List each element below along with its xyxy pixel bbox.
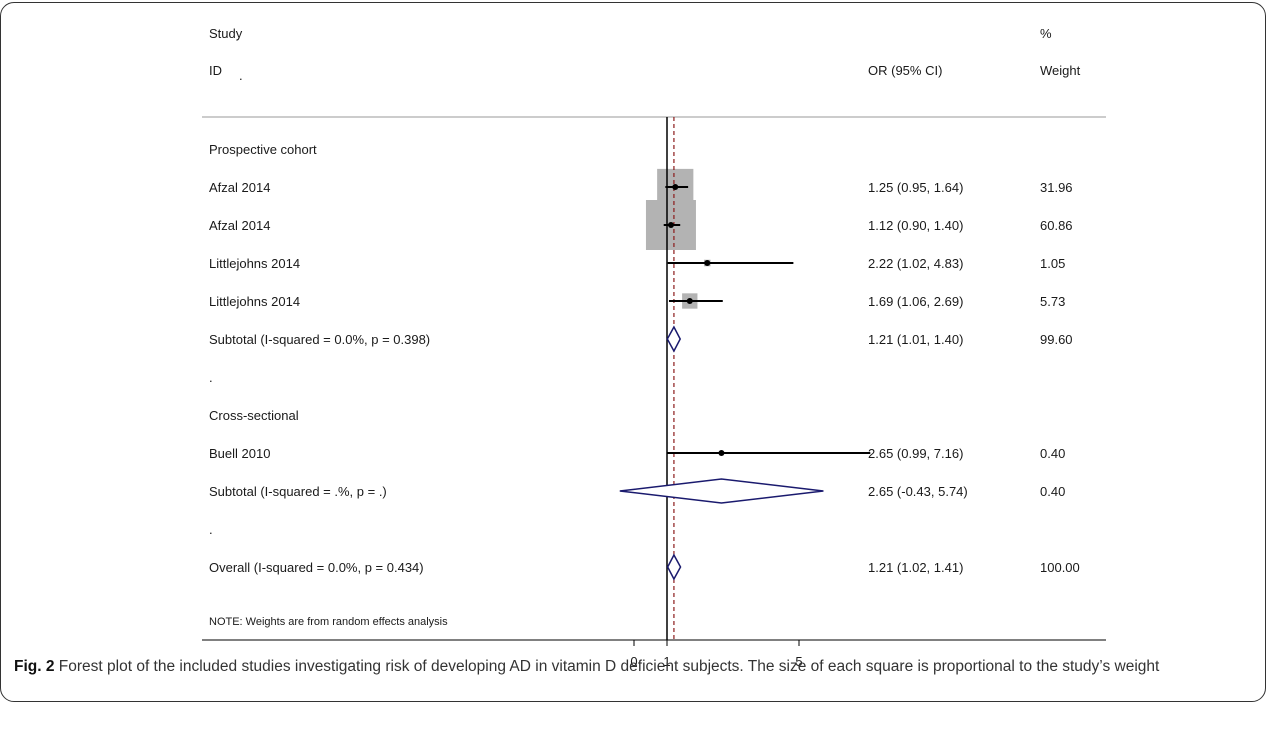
row-label: Prospective cohort [209, 142, 317, 157]
weight-text: 31.96 [1040, 180, 1073, 195]
row-label: Littlejohns 2014 [209, 256, 300, 271]
weight-text: 0.40 [1040, 446, 1065, 461]
or-ci-text: 1.12 (0.90, 1.40) [868, 218, 963, 233]
or-ci-text: 2.65 (-0.43, 5.74) [868, 484, 968, 499]
header-weight: Weight [1040, 63, 1081, 78]
row-label: Afzal 2014 [209, 218, 270, 233]
x-tick-label: 1 [663, 654, 670, 669]
row-label: Subtotal (I-squared = 0.0%, p = 0.398) [209, 332, 430, 347]
header-weight-pct: % [1040, 26, 1052, 41]
point-estimate [718, 450, 725, 456]
header-study: Study [209, 26, 243, 41]
x-tick-label: 5 [795, 654, 802, 669]
header-id: ID [209, 63, 222, 78]
row-label: Littlejohns 2014 [209, 294, 300, 309]
weight-text: 60.86 [1040, 218, 1073, 233]
row-label: Afzal 2014 [209, 180, 270, 195]
point-estimate [667, 222, 674, 228]
row-label: . [209, 522, 213, 537]
weight-text: 99.60 [1040, 332, 1073, 347]
or-ci-text: 1.25 (0.95, 1.64) [868, 180, 963, 195]
weight-text: 1.05 [1040, 256, 1065, 271]
point-estimate [704, 260, 711, 266]
or-ci-text: 2.22 (1.02, 4.83) [868, 256, 963, 271]
row-label: Subtotal (I-squared = .%, p = .) [209, 484, 387, 499]
header-or: OR (95% CI) [868, 63, 942, 78]
header-id-dot: . [239, 68, 243, 83]
note-text: NOTE: Weights are from random effects an… [209, 616, 448, 628]
row-label: . [209, 370, 213, 385]
subtotal-diamond [666, 325, 682, 353]
point-estimate [686, 298, 693, 304]
or-ci-text: 1.21 (1.02, 1.41) [868, 560, 963, 575]
row-label: Overall (I-squared = 0.0%, p = 0.434) [209, 560, 424, 575]
row-label: Buell 2010 [209, 446, 270, 461]
weight-text: 5.73 [1040, 294, 1065, 309]
x-tick-label: 0 [630, 654, 637, 669]
figure-caption: Fig. 2 Forest plot of the included studi… [14, 656, 1264, 678]
subtotal-diamond [619, 478, 824, 504]
point-estimate [672, 184, 679, 190]
chart-marks: Prospective cohort Afzal 2014 1.25 (0.95, … [209, 117, 1080, 669]
or-ci-text: 2.65 (0.99, 7.16) [868, 446, 963, 461]
caption-text: Forest plot of the included studies inve… [58, 658, 1160, 675]
overall-diamond [666, 553, 682, 581]
weight-text: 100.00 [1040, 560, 1080, 575]
caption-label: Fig. 2 [14, 658, 55, 675]
figure-frame [0, 2, 1266, 702]
weight-text: 0.40 [1040, 484, 1065, 499]
or-ci-text: 1.69 (1.06, 2.69) [868, 294, 963, 309]
or-ci-text: 1.21 (1.01, 1.40) [868, 332, 963, 347]
row-label: Cross-sectional [209, 408, 299, 423]
